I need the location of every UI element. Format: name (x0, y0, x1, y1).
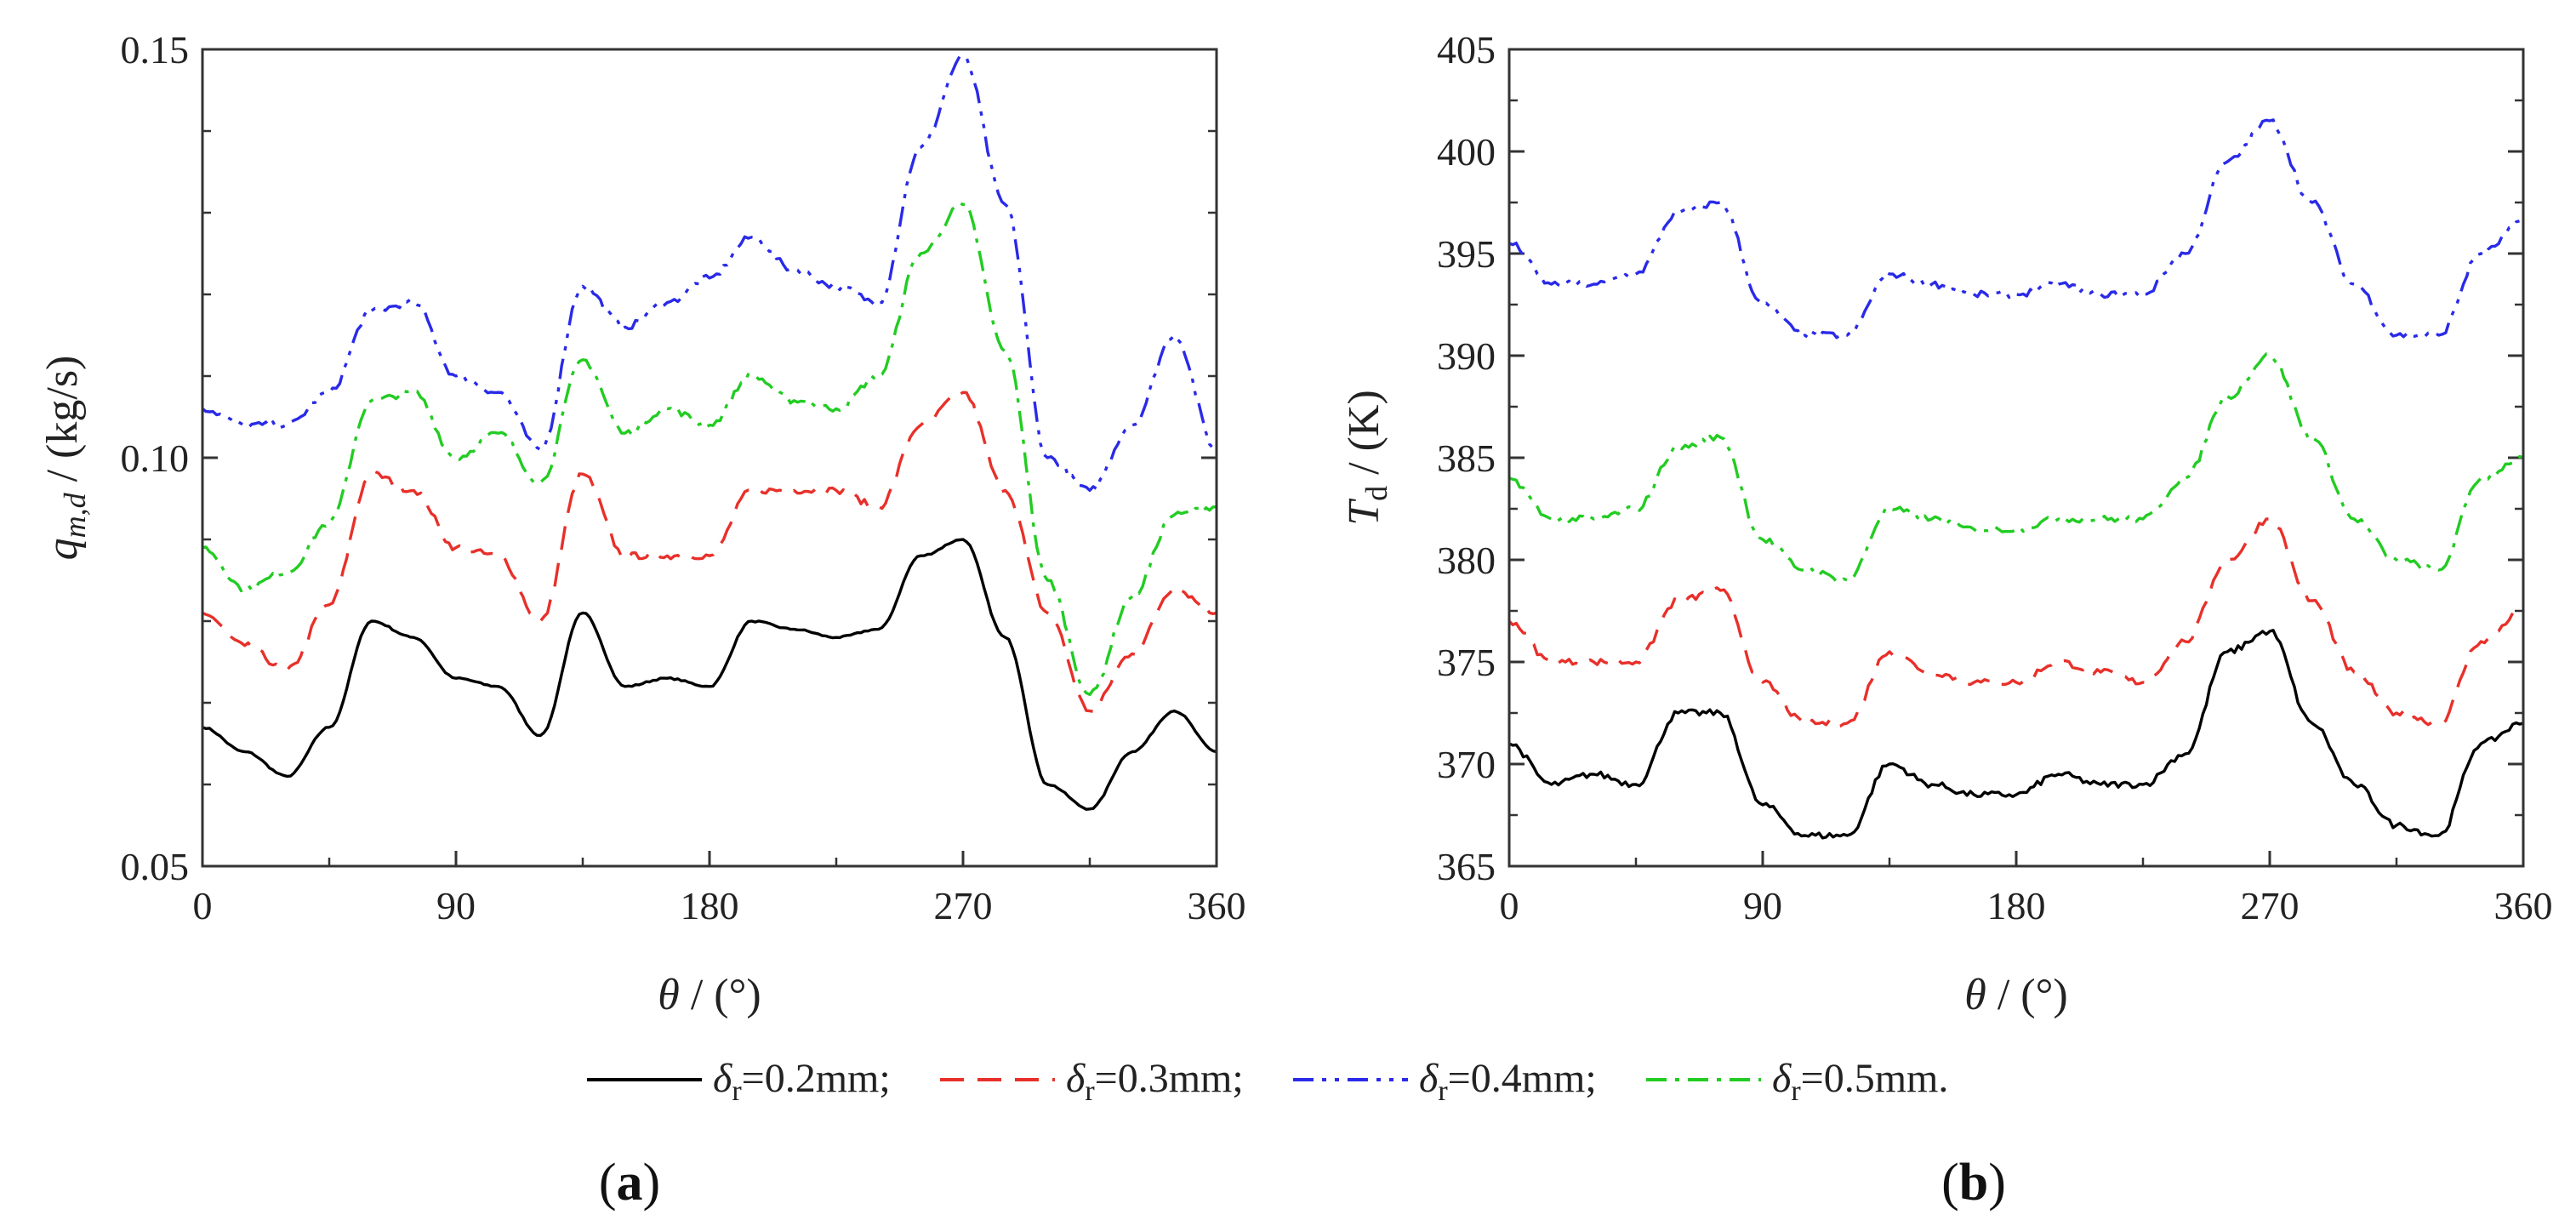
x-tick-label: 90 (436, 884, 476, 927)
x-tick-label: 0 (193, 884, 213, 927)
legend-subscript: r (732, 1075, 742, 1107)
series-line-delta-0-2 (1508, 629, 2524, 840)
y-tick-label: 405 (1437, 28, 1496, 71)
legend-label-delta-0-4: δr=0.4mm; (1419, 1056, 1597, 1107)
panel-b-plot-frame (1507, 48, 2525, 868)
panel-b-x-axis-text: / (°) (1986, 971, 2068, 1019)
panel-b-series (1507, 118, 2524, 840)
legend-item: δr=0.4mm; (1293, 1056, 1597, 1107)
y-tick-label: 365 (1437, 845, 1496, 888)
panel-b-x-axis-symbol: θ (1964, 971, 1986, 1019)
y-tick-label: 370 (1437, 743, 1496, 786)
x-tick-label: 180 (681, 884, 739, 927)
legend-value: =0.3mm; (1095, 1056, 1244, 1101)
y-tick-label: 390 (1437, 334, 1496, 378)
y-tick-label: 0.10 (121, 436, 190, 480)
series-line-delta-0-2 (202, 538, 1217, 811)
panel-b-label: (b) (1941, 1154, 2006, 1212)
x-tick-label: 270 (934, 884, 993, 927)
panel-b-y-axis-symbol: T (1340, 499, 1388, 526)
y-tick-label: 375 (1437, 641, 1496, 684)
panel-b-letter: b (1959, 1154, 1988, 1212)
panel-b-ticks (1507, 48, 2525, 868)
chart-panel-b: 0 90 180 270 360365370375380385390395400405 … (1340, 28, 2553, 1212)
legend-symbol: δ (713, 1056, 732, 1101)
panel-b-y-axis-subscript: d (1359, 486, 1393, 501)
panel-b-y-axis-title: Td / (K) (1340, 390, 1393, 526)
series-line-delta-0-4 (1508, 118, 2524, 339)
x-tick-label: 180 (1987, 884, 2046, 927)
x-tick-label: 270 (2241, 884, 2300, 927)
series-line-delta-0-5 (1508, 352, 2524, 584)
panel-a-tick-labels: 0 90 180 270 360 0.05 0.10 0.15 (121, 28, 1246, 927)
x-tick-label: 0 (1500, 884, 1519, 927)
panel-a-plot-frame (201, 48, 1218, 868)
series-line-delta-0-3 (1507, 517, 2524, 728)
legend-item: δr=0.3mm; (940, 1056, 1244, 1107)
series-line-delta-0-5 (202, 202, 1217, 697)
panel-a-y-axis-subscript: m,d (58, 492, 92, 538)
panel-a-y-axis-title: qm,d / (kg/s) (38, 356, 92, 561)
panel-a-ticks (201, 48, 1218, 868)
y-tick-label: 395 (1437, 232, 1496, 276)
x-tick-label: 90 (1743, 884, 1782, 927)
legend-subscript: r (1791, 1075, 1801, 1107)
panel-a-y-axis-symbol: q (38, 538, 87, 560)
chart-panel-a: 0 90 180 270 360 0.05 0.10 0.15 θ / (°) qm,d / … (38, 28, 1246, 1212)
legend-subscript: r (1085, 1075, 1095, 1107)
legend-symbol: δ (1066, 1056, 1086, 1101)
series-line-delta-0-3 (202, 391, 1217, 713)
y-tick-label: 385 (1437, 436, 1496, 480)
legend-symbol: δ (1419, 1056, 1439, 1101)
legend-item: δr=0.5mm. (1646, 1056, 1948, 1107)
x-tick-label: 360 (2494, 884, 2553, 927)
legend-item: δr=0.2mm; (587, 1056, 891, 1107)
legend-symbol: δ (1772, 1056, 1792, 1101)
legend-label-delta-0-5: δr=0.5mm. (1772, 1056, 1948, 1107)
series-line-delta-0-4 (201, 54, 1217, 493)
legend-value: =0.5mm. (1801, 1056, 1949, 1101)
legend-subscript: r (1438, 1075, 1448, 1107)
y-tick-label: 400 (1437, 130, 1496, 174)
y-tick-label: 0.05 (121, 845, 190, 888)
panel-a-letter: a (617, 1154, 643, 1212)
panel-b-tick-labels: 0 90 180 270 360 365 370 375 380 385 390 395 400 405 (1437, 28, 2553, 927)
legend-label-delta-0-3: δr=0.3mm; (1066, 1056, 1244, 1107)
panel-a-x-axis-text: / (°) (680, 971, 761, 1019)
panel-b-x-axis-title: θ / (°) (1964, 971, 2067, 1019)
panel-b-y-axis-text: / (K) (1340, 390, 1388, 486)
panel-a-x-axis-title: θ / (°) (658, 971, 761, 1019)
x-tick-label: 360 (1188, 884, 1246, 927)
y-tick-label: 0.15 (121, 28, 190, 71)
panel-a-y-axis-text: / (kg/s) (38, 356, 87, 493)
legend: δr=0.2mm; δr=0.3mm; δr=0.4mm; δr=0.5mm. (587, 1056, 1948, 1107)
y-tick-label: 380 (1437, 539, 1496, 582)
panel-a-label: (a) (599, 1154, 660, 1212)
legend-label-delta-0-2: δr=0.2mm; (713, 1056, 891, 1107)
legend-value: =0.4mm; (1448, 1056, 1597, 1101)
panel-a-series (201, 54, 1217, 811)
legend-value: =0.2mm; (742, 1056, 891, 1101)
panel-a-x-axis-symbol: θ (658, 971, 680, 1019)
